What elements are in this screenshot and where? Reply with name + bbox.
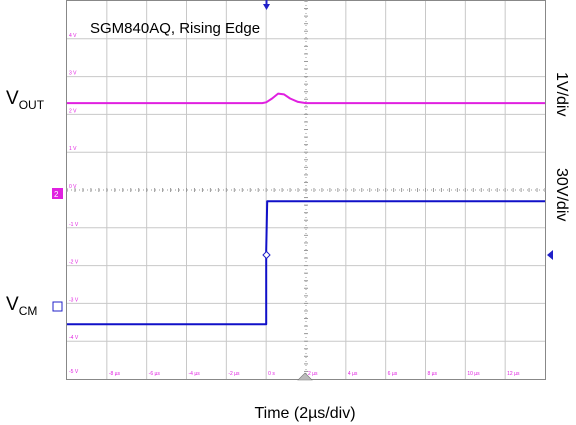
t-tick-label: 8 µs bbox=[428, 371, 438, 377]
v-tick-label: -4 V bbox=[69, 335, 79, 341]
v-tick-label: 1 V bbox=[69, 146, 77, 152]
series-line-vcm bbox=[67, 200, 545, 326]
v-tick-label: 4 V bbox=[69, 33, 77, 39]
ground-marker-ch1: 2 bbox=[52, 188, 63, 199]
series-label-vcm: VCM bbox=[6, 294, 37, 318]
v-tick-label: -5 V bbox=[69, 369, 79, 375]
t-tick-label: -8 µs bbox=[109, 371, 121, 377]
v-tick-label: -2 V bbox=[69, 260, 79, 266]
t-tick-label: 12 µs bbox=[507, 371, 520, 377]
t-tick-label: -6 µs bbox=[149, 371, 161, 377]
trigger-marker bbox=[263, 0, 270, 10]
v-tick-label: 0 V bbox=[69, 184, 77, 190]
t-tick-label: -4 µs bbox=[189, 371, 201, 377]
chart-title: SGM840AQ, Rising Edge bbox=[90, 20, 260, 37]
x-axis-title: Time (2µs/div) bbox=[254, 405, 355, 422]
v-tick-label: 2 V bbox=[69, 108, 77, 114]
grid-tick-labels: 4 V 3 V 2 V 1 V 0 V -1 V -2 V -3 V -4 V -5 V -8 µs… bbox=[69, 33, 520, 377]
time-origin-marker bbox=[297, 372, 313, 381]
v-tick-label: -1 V bbox=[69, 222, 79, 228]
t-tick-label: -2 µs bbox=[228, 371, 240, 377]
series-line-vout bbox=[67, 92, 545, 105]
traces bbox=[67, 92, 545, 326]
vcm-ground-marker bbox=[52, 301, 63, 312]
v-tick-label: 3 V bbox=[69, 71, 77, 77]
t-tick-label: 6 µs bbox=[388, 371, 398, 377]
ch2-offset-marker bbox=[547, 250, 553, 260]
cursor-diamond bbox=[262, 250, 271, 260]
scale-label-ch2: 30V/div bbox=[553, 168, 570, 221]
t-tick-label: 10 µs bbox=[467, 371, 480, 377]
grid bbox=[66, 0, 546, 380]
scale-label-ch1: 1V/div bbox=[553, 72, 570, 116]
t-tick-label: 4 µs bbox=[348, 371, 358, 377]
t-tick-label: 0 s bbox=[268, 371, 275, 377]
svg-text:2: 2 bbox=[54, 190, 59, 199]
series-label-vout: VOUT bbox=[6, 88, 45, 112]
t-tick-label: 2 µs bbox=[308, 371, 318, 377]
v-tick-label: -3 V bbox=[69, 297, 79, 303]
